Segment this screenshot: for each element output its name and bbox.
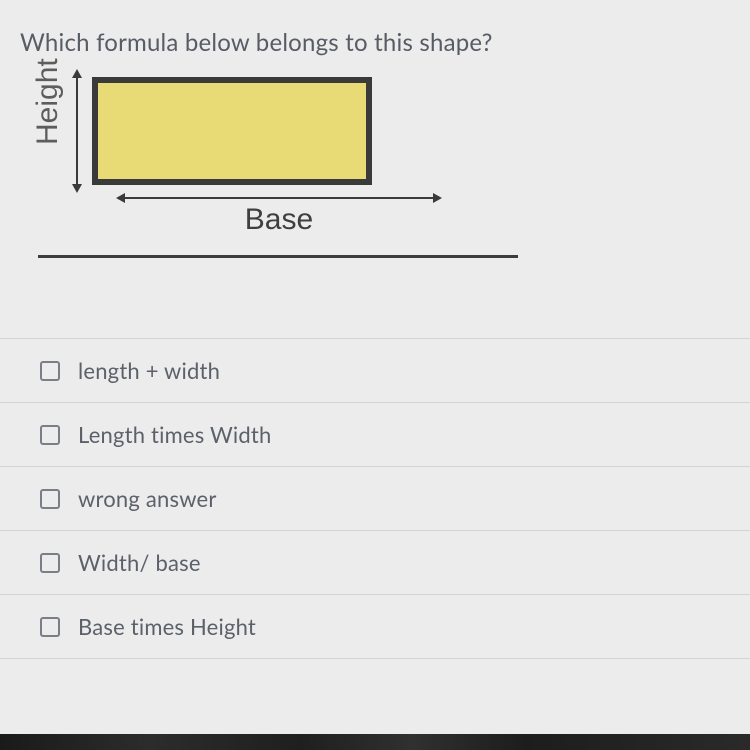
height-label: Height	[31, 117, 65, 145]
answer-option-4[interactable]: Base times Height	[0, 594, 750, 659]
answer-label: length + width	[78, 357, 220, 384]
answer-label: Length times Width	[78, 421, 271, 448]
checkbox-icon[interactable]	[40, 617, 60, 637]
answer-option-3[interactable]: Width/ base	[0, 530, 750, 594]
answer-option-1[interactable]: Length times Width	[0, 402, 750, 466]
checkbox-icon[interactable]	[40, 489, 60, 509]
answer-label: Base times Height	[78, 613, 256, 640]
bottom-bar	[0, 734, 750, 750]
base-label: Base	[245, 203, 313, 237]
answer-label: Width/ base	[78, 549, 201, 576]
checkbox-icon[interactable]	[40, 553, 60, 573]
rectangle-shape	[92, 77, 372, 185]
shape-diagram: Height Base	[20, 77, 730, 237]
answer-option-0[interactable]: length + width	[0, 338, 750, 402]
base-arrow-icon	[124, 197, 434, 199]
checkbox-icon[interactable]	[40, 425, 60, 445]
question-text: Which formula below belongs to this shap…	[20, 28, 730, 57]
answer-label: wrong answer	[78, 485, 217, 512]
height-arrow-icon	[76, 77, 78, 185]
answer-list: length + width Length times Width wrong …	[0, 338, 750, 659]
diagram-divider	[38, 255, 518, 258]
checkbox-icon[interactable]	[40, 361, 60, 381]
answer-option-2[interactable]: wrong answer	[0, 466, 750, 530]
